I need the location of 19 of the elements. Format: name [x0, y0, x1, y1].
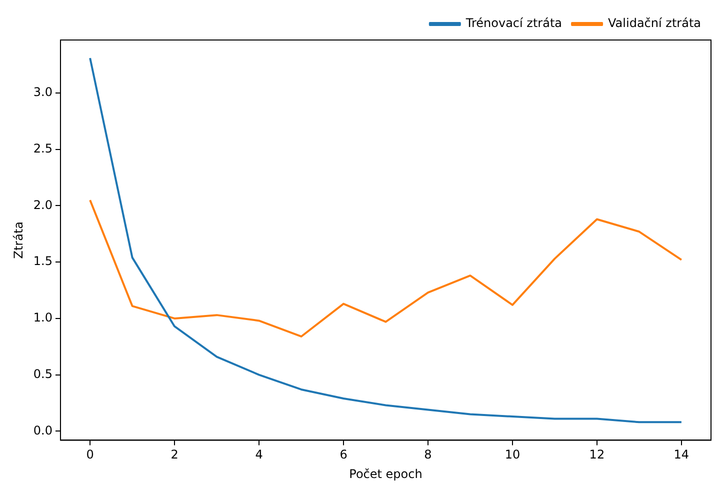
- y-tick-label: 1.5: [33, 254, 52, 268]
- legend-label: Trénovací ztráta: [464, 16, 562, 30]
- x-tick-label: 14: [674, 448, 690, 462]
- y-tick-label: 0.0: [33, 423, 52, 438]
- x-tick-label: 6: [340, 448, 348, 462]
- x-tick-label: 2: [170, 448, 178, 462]
- y-tick-label: 2.5: [33, 141, 52, 156]
- legend-label: Validační ztráta: [608, 16, 702, 30]
- x-tick-label: 10: [504, 448, 520, 462]
- x-tick-label: 0: [86, 448, 94, 462]
- x-tick-label: 4: [255, 448, 263, 462]
- x-tick-label: 12: [589, 448, 605, 462]
- y-tick-label: 1.0: [33, 310, 52, 325]
- x-tick-label: 8: [424, 448, 432, 462]
- x-axis-title: Počet epoch: [349, 466, 422, 481]
- y-axis-title: Ztráta: [11, 221, 26, 259]
- y-tick-label: 3.0: [33, 85, 52, 100]
- y-tick-label: 2.0: [33, 198, 52, 212]
- y-tick-label: 0.5: [33, 366, 52, 381]
